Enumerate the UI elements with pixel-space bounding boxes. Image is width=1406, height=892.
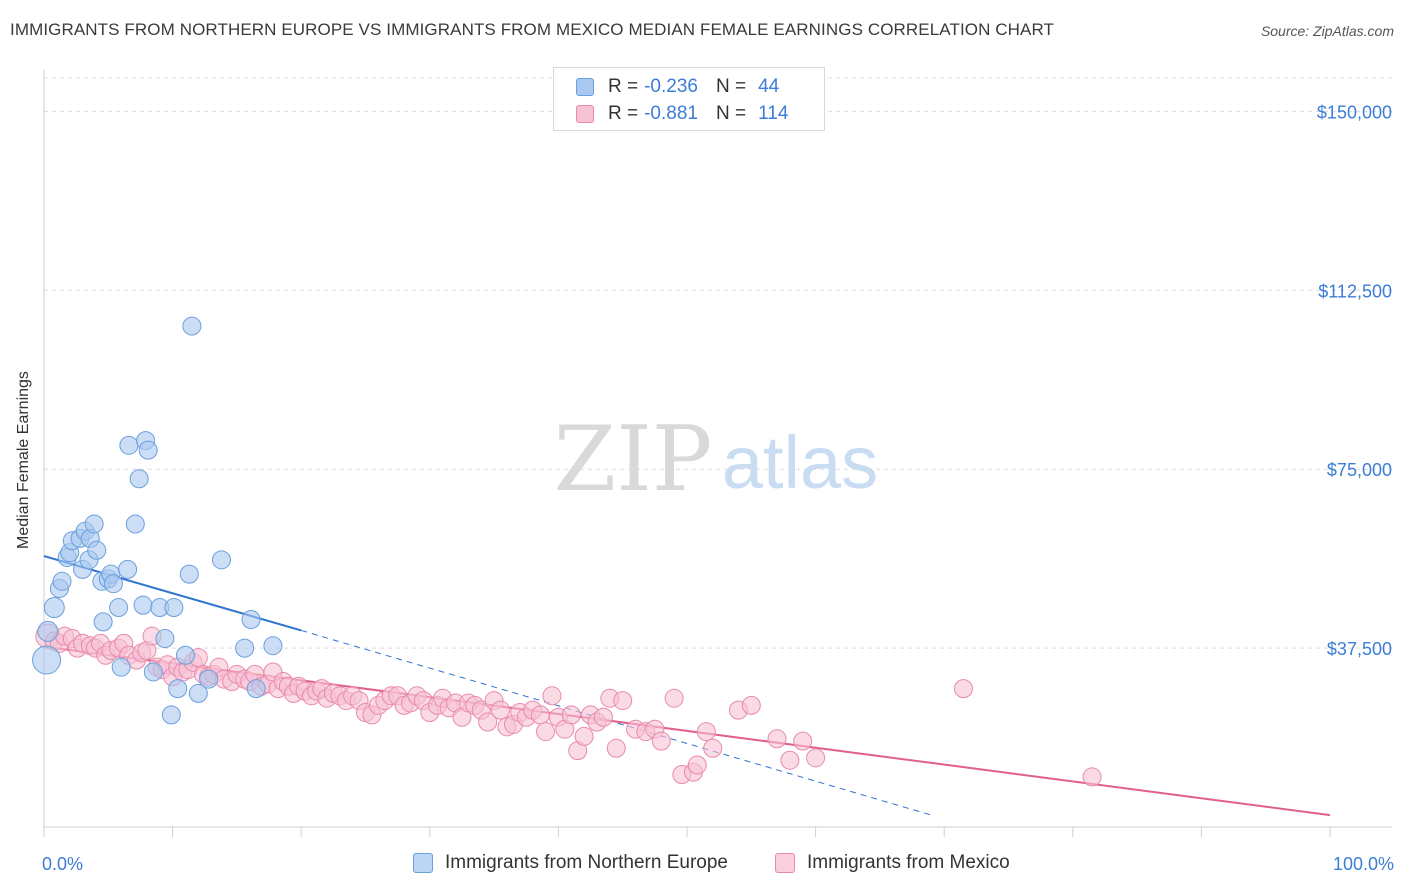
series-legend-mexico[interactable]: Immigrants from Mexico	[775, 852, 1010, 874]
x-tick-label: 100.0%	[1333, 854, 1394, 874]
trend-line-northern-europe-extension	[301, 629, 932, 816]
data-point-northern-europe	[246, 679, 266, 699]
data-point-mexico	[606, 738, 626, 758]
legend-row-mexico: R = -0.881 N = 114	[576, 103, 788, 125]
legend-swatch-blue	[576, 78, 594, 96]
data-point-northern-europe	[103, 574, 123, 594]
legend-r-label: R =	[608, 76, 639, 97]
data-point-northern-europe	[118, 559, 138, 579]
data-point-northern-europe	[125, 514, 145, 534]
data-point-mexico	[478, 712, 498, 732]
y-tick-label: $75,000	[1327, 460, 1392, 480]
data-point-mexico	[767, 729, 787, 749]
data-point-northern-europe	[111, 657, 131, 677]
data-point-northern-europe	[164, 598, 184, 618]
data-point-mexico	[561, 705, 581, 725]
legend-row-northern-europe: R = -0.236 N = 44	[576, 76, 779, 98]
data-point-mexico	[593, 707, 613, 727]
data-point-northern-europe	[211, 550, 231, 570]
data-point-northern-europe	[143, 662, 163, 682]
watermark-atlas: atlas	[722, 421, 878, 504]
data-point-northern-europe	[235, 638, 255, 658]
series-legend: Immigrants from Northern Europe Immigran…	[0, 852, 1406, 878]
grid-lines	[44, 77, 1392, 649]
data-point-mexico	[806, 748, 826, 768]
data-point-northern-europe	[52, 571, 72, 591]
data-point-mexico	[1082, 767, 1102, 787]
data-point-northern-europe	[199, 669, 219, 689]
data-point-northern-europe	[161, 705, 181, 725]
data-point-northern-europe	[93, 612, 113, 632]
legend-swatch-pink	[576, 105, 594, 123]
data-point-mexico	[780, 750, 800, 770]
correlation-legend: R = -0.236 N = 44 R = -0.881 N = 114	[553, 67, 825, 131]
axes	[43, 70, 1392, 837]
data-point-mexico	[793, 731, 813, 751]
data-point-mexico	[741, 695, 761, 715]
data-point-northern-europe	[138, 440, 158, 460]
series-label-mexico: Immigrants from Mexico	[807, 852, 1010, 873]
data-point-northern-europe	[129, 469, 149, 489]
series-legend-northern-europe[interactable]: Immigrants from Northern Europe	[413, 852, 728, 874]
data-point-mexico	[664, 688, 684, 708]
data-point-northern-europe	[43, 597, 65, 619]
watermark-zip: ZIP	[554, 407, 713, 512]
data-point-mexico	[953, 679, 973, 699]
data-point-northern-europe	[263, 636, 283, 656]
data-point-northern-europe	[182, 316, 202, 336]
legend-r-value: -0.236	[644, 76, 698, 97]
legend-n-value: 44	[758, 76, 780, 97]
y-tick-label: $37,500	[1327, 639, 1392, 659]
y-axis-label: Median Female Earnings	[15, 371, 32, 549]
legend-r-label: R =	[608, 103, 639, 124]
watermark: ZIP atlas	[554, 407, 878, 512]
data-point-mexico	[651, 731, 671, 751]
legend-n-value: 114	[758, 103, 789, 124]
source-label: Source: ZipAtlas.com	[1260, 23, 1394, 39]
data-point-mexico	[542, 686, 562, 706]
x-tick-label: 0.0%	[42, 854, 83, 874]
data-point-mexico	[703, 738, 723, 758]
data-point-northern-europe	[241, 609, 261, 629]
data-point-northern-europe	[87, 540, 107, 560]
legend-n-label: N =	[715, 103, 747, 124]
data-point-northern-europe	[84, 514, 104, 534]
data-point-mexico	[613, 691, 633, 711]
data-point-northern-europe	[175, 645, 195, 665]
data-point-northern-europe	[133, 595, 153, 615]
data-point-northern-europe	[109, 598, 129, 618]
data-point-mexico	[536, 722, 556, 742]
y-tick-labels: $37,500 $75,000 $112,500 $150,000	[1317, 102, 1392, 659]
data-points	[32, 316, 1102, 787]
series-label-northern-europe: Immigrants from Northern Europe	[445, 852, 728, 873]
data-point-northern-europe	[37, 620, 59, 642]
legend-r-value: -0.881	[644, 103, 698, 124]
y-tick-label: $150,000	[1317, 102, 1392, 122]
chart-title: IMMIGRANTS FROM NORTHERN EUROPE VS IMMIG…	[10, 20, 1055, 39]
data-point-northern-europe	[179, 564, 199, 584]
data-point-mexico	[687, 755, 707, 775]
y-tick-label: $112,500	[1318, 281, 1392, 301]
data-point-northern-europe	[155, 629, 175, 649]
data-point-northern-europe	[188, 683, 208, 703]
data-point-mexico	[530, 705, 550, 725]
data-point-mexico	[696, 722, 716, 742]
data-point-mexico	[491, 700, 511, 720]
legend-n-label: N =	[715, 76, 747, 97]
data-point-northern-europe	[119, 435, 139, 455]
data-point-northern-europe	[168, 679, 188, 699]
data-point-mexico	[574, 726, 594, 746]
data-point-northern-europe	[32, 645, 62, 675]
series-swatch-pink	[775, 853, 795, 873]
x-tick-labels: 0.0% 100.0%	[42, 854, 1394, 874]
series-swatch-blue	[413, 853, 433, 873]
